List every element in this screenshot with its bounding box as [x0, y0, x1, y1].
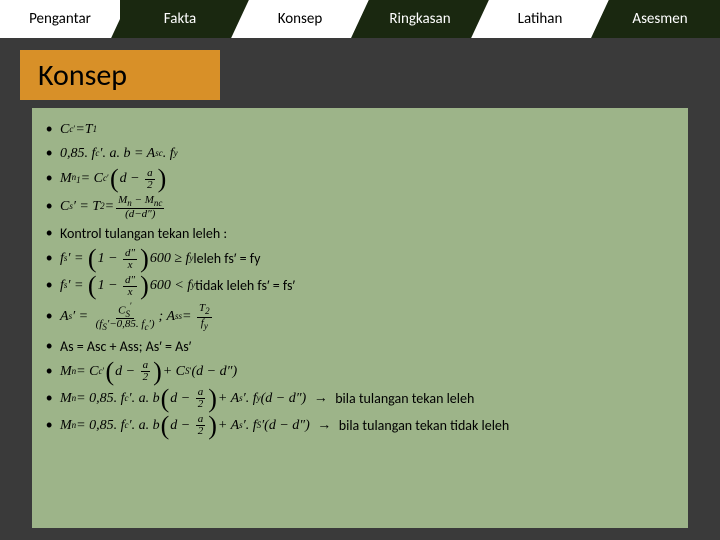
bullet-icon: • — [46, 276, 52, 296]
tab-latihan[interactable]: Latihan — [480, 0, 600, 38]
formula-8: • As′ = CS′(fS′−0,85. fc′) ; Ass = T2fy — [46, 302, 674, 333]
tab-label: Ringkasan — [389, 10, 450, 28]
tab-pengantar[interactable]: Pengantar — [0, 0, 120, 38]
formula-3: • Mn1 = Cc′(d − a2) — [46, 168, 674, 191]
content-panel: • Cc′ = T1 • 0,85. fc′. a. b = Asc. fy •… — [32, 108, 688, 528]
bullet-icon: • — [46, 224, 52, 244]
formula-9: • As = Asc + Ass; As′ = As′ — [46, 337, 674, 357]
formula-1: • Cc′ = T1 — [46, 120, 674, 140]
tab-label: Pengantar — [29, 10, 91, 28]
formula-6: • fs′ = (1 − d″x) 600 ≥ fyleleh fs′ = fy — [46, 248, 674, 271]
bullet-icon: • — [46, 169, 52, 189]
formula-2: • 0,85. fc′. a. b = Asc. fy — [46, 144, 674, 164]
formula-10: • Mn = Cc′(d − a2) + CS′(d − d″) — [46, 360, 674, 383]
formula-12: • Mn = 0,85. fc′. a. b(d − a2) + As′. fS… — [46, 414, 674, 437]
nav-bar: Pengantar Fakta Konsep Ringkasan Latihan… — [0, 0, 720, 38]
formula-5-text: • Kontrol tulangan tekan leleh : — [46, 224, 674, 244]
formula-11: • Mn = 0,85. fc′. a. b(d − a2) + As′. fy… — [46, 387, 674, 410]
bullet-icon: • — [46, 197, 52, 217]
formula-4: • Cs′ = T2 = Mn − Mnc(d−d″) — [46, 195, 674, 220]
arrow-icon: → — [317, 418, 331, 433]
tab-asesmen[interactable]: Asesmen — [600, 0, 720, 38]
bullet-icon: • — [46, 144, 52, 164]
bullet-icon: • — [46, 416, 52, 436]
tab-label: Asesmen — [632, 10, 687, 28]
tab-label: Latihan — [518, 10, 563, 28]
page-title: Konsep — [38, 57, 127, 94]
tab-ringkasan[interactable]: Ringkasan — [360, 0, 480, 38]
formula-7: • fs′ = (1 − d″x) 600 < fytidak leleh fs… — [46, 275, 674, 298]
tab-konsep[interactable]: Konsep — [240, 0, 360, 38]
bullet-icon: • — [46, 307, 52, 327]
tab-fakta[interactable]: Fakta — [120, 0, 240, 38]
bullet-icon: • — [46, 120, 52, 140]
bullet-icon: • — [46, 249, 52, 269]
bullet-icon: • — [46, 337, 52, 357]
tab-label: Fakta — [164, 10, 196, 28]
title-banner: Konsep — [20, 50, 220, 100]
arrow-icon: → — [314, 391, 328, 406]
bullet-icon: • — [46, 362, 52, 382]
bullet-icon: • — [46, 389, 52, 409]
tab-label: Konsep — [278, 10, 323, 28]
